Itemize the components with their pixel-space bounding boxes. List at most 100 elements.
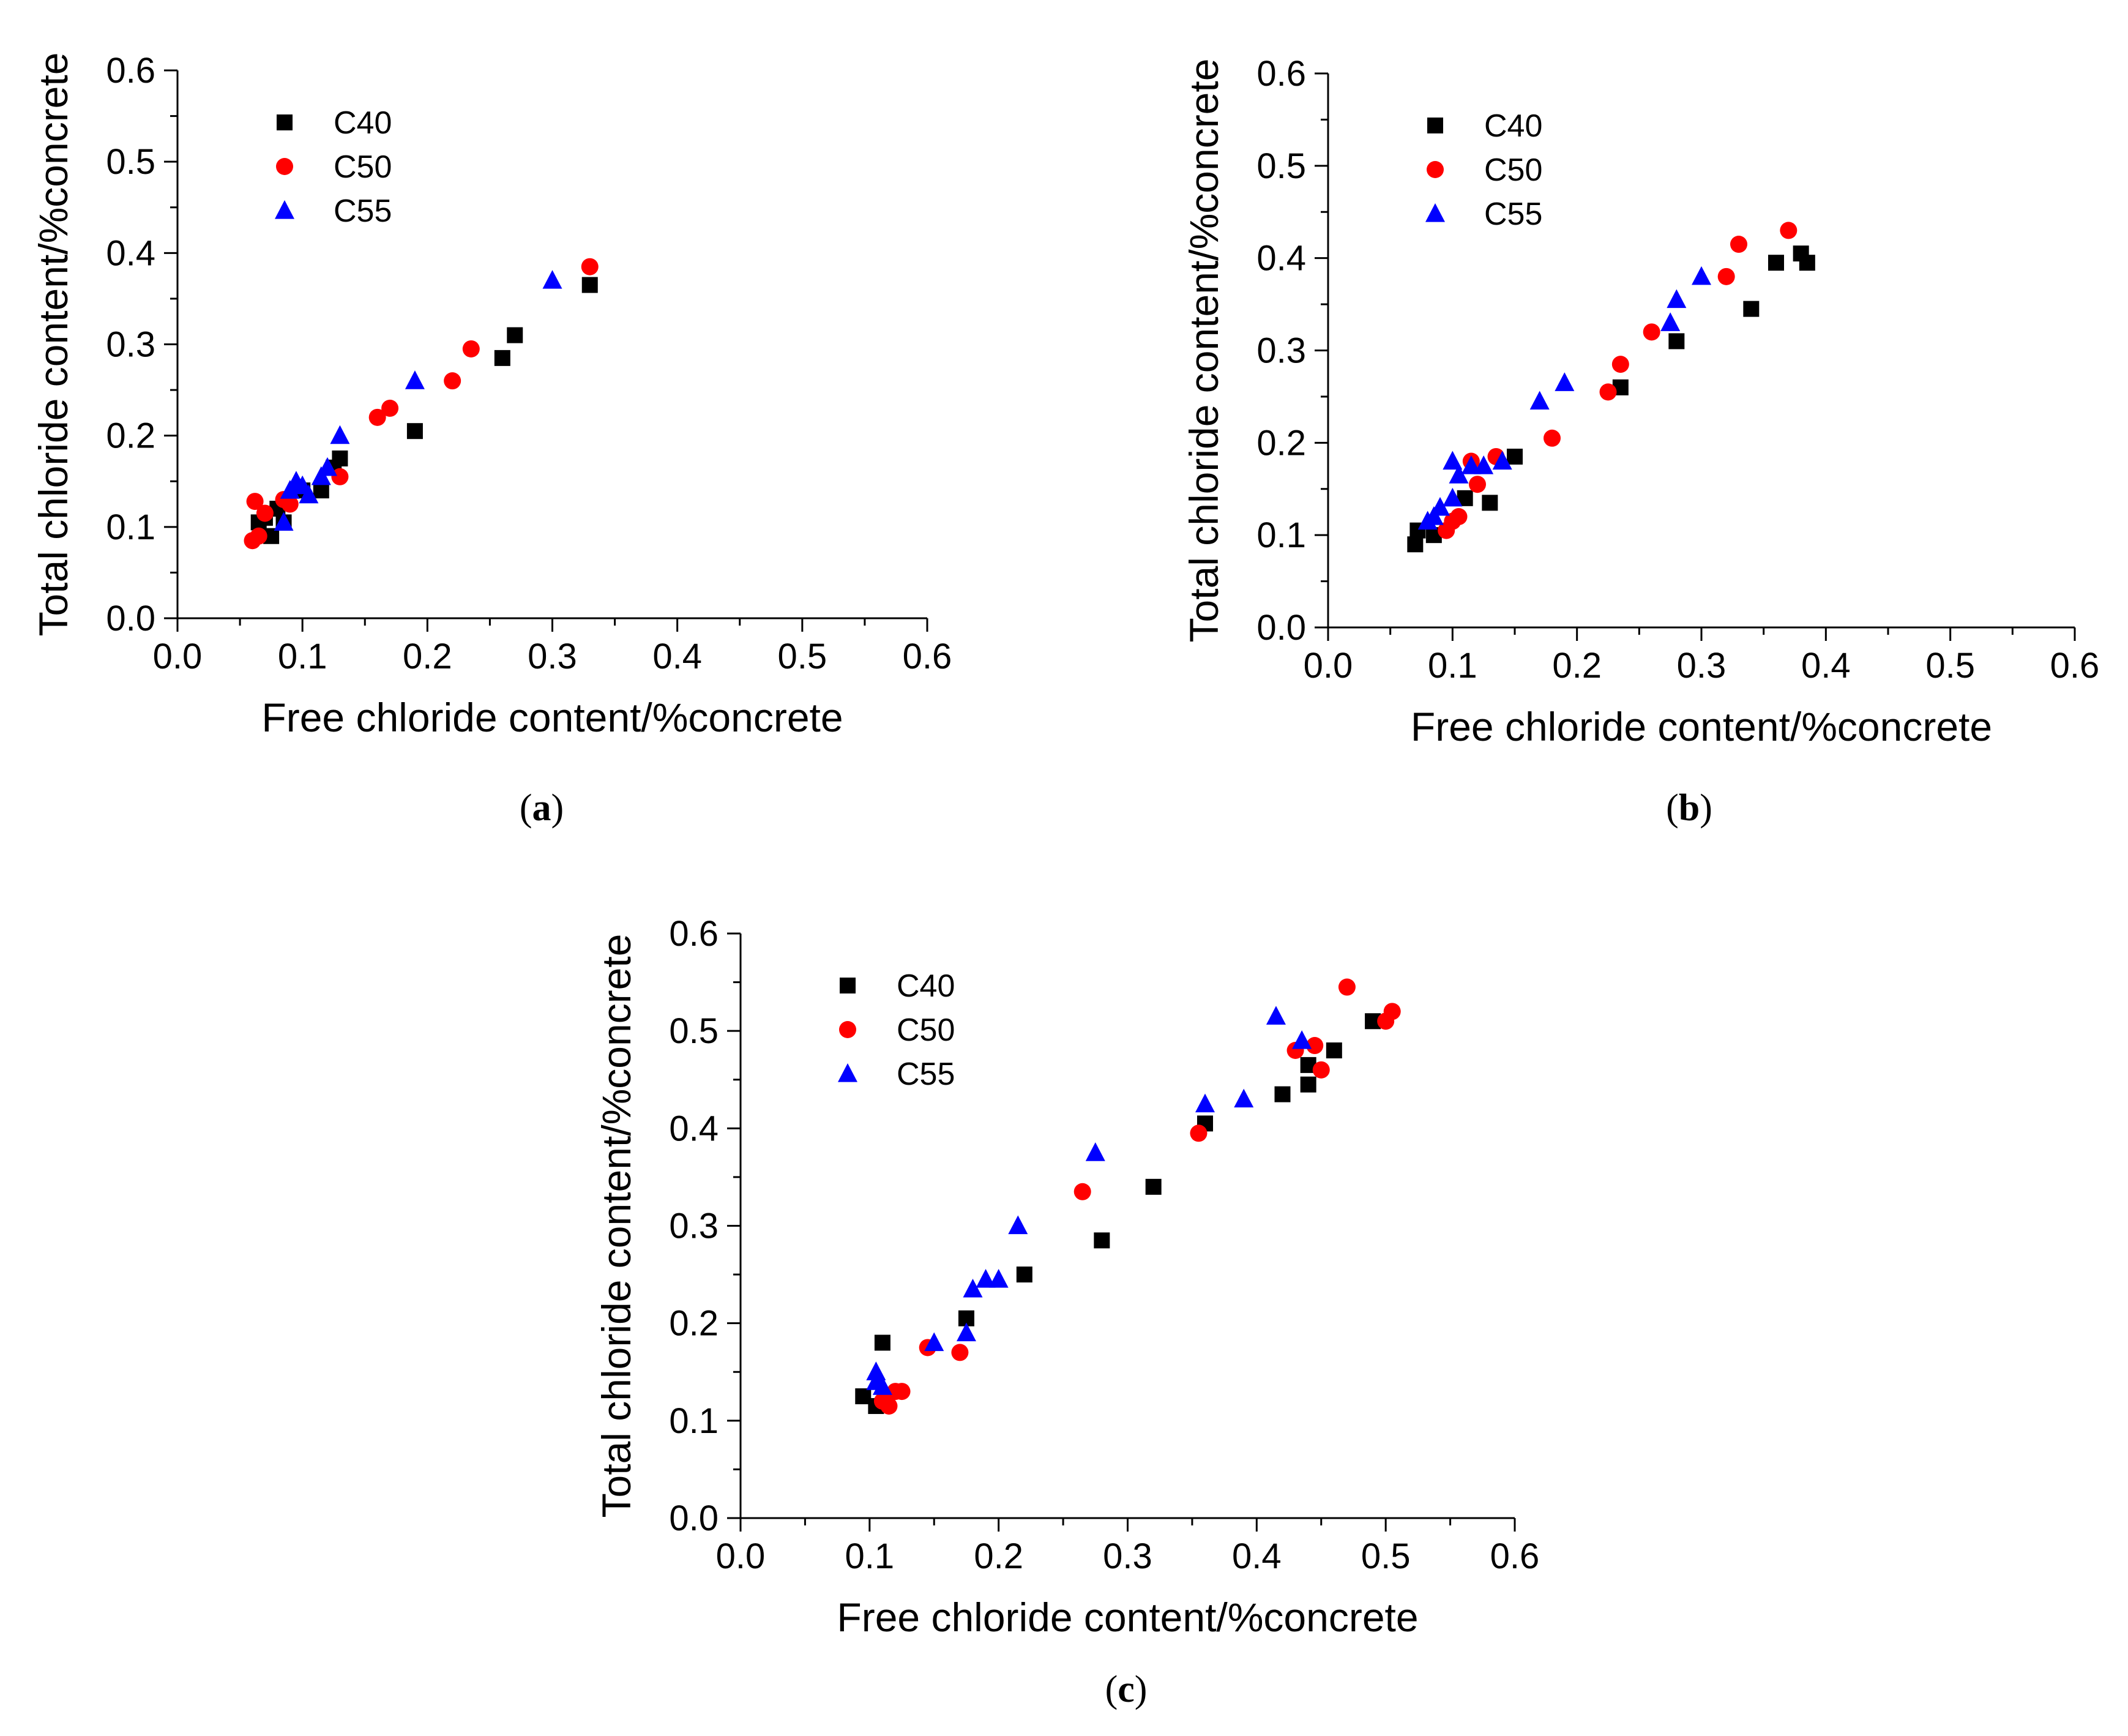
data-point-C40 [1799, 255, 1815, 271]
series-C55 [274, 270, 562, 531]
y-tick-label: 0.3 [106, 325, 155, 365]
data-point-C55 [1195, 1093, 1215, 1113]
y-tick-label: 0.1 [1256, 515, 1306, 555]
data-point-C55 [1234, 1088, 1254, 1108]
legend-marker-C40 [1427, 118, 1443, 133]
y-tick-label: 0.4 [106, 233, 155, 273]
y-tick-label: 0.4 [669, 1109, 719, 1148]
data-point-C55 [976, 1269, 996, 1288]
x-tick-label: 0.2 [1552, 646, 1602, 686]
data-point-C50 [1383, 1003, 1401, 1020]
data-point-C50 [1730, 236, 1747, 253]
data-point-C40 [1668, 333, 1685, 350]
y-tick-label: 0.6 [1256, 54, 1306, 94]
legend-marker-C50 [839, 1021, 856, 1038]
data-point-C50 [256, 504, 274, 522]
data-point-C55 [1008, 1215, 1028, 1235]
y-tick-label: 0.1 [106, 507, 155, 547]
data-point-C55 [299, 484, 319, 504]
data-point-C50 [1312, 1061, 1330, 1079]
y-tick-label: 0.5 [1256, 146, 1306, 186]
data-point-C55 [872, 1376, 892, 1395]
x-tick-label: 0.4 [1801, 646, 1851, 686]
data-point-C55 [1660, 312, 1681, 331]
data-point-C55 [1292, 1030, 1312, 1049]
legend-label-C40: C40 [1484, 108, 1542, 144]
data-point-C55 [1667, 289, 1687, 309]
data-point-C55 [274, 512, 294, 531]
x-axis-title: Free chloride content/%concrete [837, 1595, 1418, 1640]
data-point-C55 [866, 1361, 886, 1380]
data-point-C40 [1507, 448, 1523, 465]
data-point-C55 [542, 270, 562, 289]
y-tick-label: 0.0 [1256, 608, 1306, 648]
data-point-C40 [1016, 1266, 1032, 1283]
series-C55 [866, 1006, 1312, 1395]
data-point-C50 [1450, 508, 1468, 525]
data-point-C50 [381, 399, 399, 417]
data-point-C55 [956, 1322, 976, 1342]
data-point-C55 [1430, 496, 1450, 516]
legend-label-C55: C55 [1484, 196, 1542, 232]
data-point-C50 [1717, 268, 1735, 285]
data-point-C50 [331, 468, 349, 485]
y-tick-label: 0.0 [106, 599, 155, 638]
data-point-C55 [1449, 465, 1469, 484]
legend-marker-C55 [838, 1063, 857, 1082]
legend-marker-C50 [276, 158, 293, 175]
x-tick-label: 0.3 [1103, 1536, 1152, 1576]
data-point-C55 [1461, 455, 1481, 474]
x-tick-label: 0.6 [903, 637, 952, 676]
data-point-C50 [1643, 323, 1660, 341]
data-point-C40 [507, 327, 523, 343]
data-point-C50 [1469, 476, 1486, 493]
data-point-C40 [332, 450, 348, 466]
data-point-C55 [924, 1332, 944, 1352]
data-point-C55 [1474, 455, 1494, 474]
panel-label: (a) [520, 787, 564, 829]
y-tick-label: 0.1 [669, 1401, 719, 1441]
data-point-C40 [1407, 536, 1424, 553]
data-point-C50 [1611, 356, 1629, 373]
data-point-C50 [1306, 1037, 1324, 1055]
data-point-C55 [330, 425, 350, 444]
data-point-C40 [1145, 1178, 1162, 1195]
x-tick-label: 0.5 [1925, 646, 1975, 686]
y-tick-label: 0.3 [1256, 331, 1306, 371]
x-tick-label: 0.4 [1232, 1536, 1282, 1576]
data-point-C50 [1338, 978, 1356, 996]
data-point-C40 [581, 277, 598, 293]
y-axis-title: Total chloride content/%concrete [594, 934, 639, 1518]
chart-panel-b: 0.0 0.1 0.2 0.3 0.4 0.5 0.6 0.0 0.1 0.2 0.3 0.4 0.5 0… [1181, 54, 2099, 829]
data-point-C55 [1443, 451, 1463, 470]
data-point-C40 [406, 423, 423, 440]
y-tick-label: 0.5 [106, 142, 155, 182]
legend-marker-C50 [1427, 161, 1444, 178]
data-point-C40 [1482, 495, 1498, 511]
data-point-C50 [1190, 1124, 1208, 1142]
legend-label-C40: C40 [897, 968, 955, 1004]
x-tick-label: 0.6 [1490, 1536, 1540, 1576]
x-tick-label: 0.4 [652, 637, 702, 676]
series-C40 [250, 277, 598, 544]
y-tick-label: 0.6 [106, 51, 155, 91]
data-point-C50 [893, 1383, 911, 1401]
data-point-C40 [1743, 301, 1760, 317]
data-point-C40 [1300, 1076, 1316, 1093]
x-axis-title: Free chloride content/%concrete [261, 695, 843, 740]
data-point-C55 [1443, 487, 1463, 507]
legend-label-C50: C50 [334, 149, 392, 185]
chart-panel-a: 0.0 0.1 0.2 0.3 0.4 0.5 0.6 0.0 0.1 0.2 0.3 0.4 0.5 0… [31, 51, 952, 829]
data-point-C50 [1544, 429, 1561, 447]
x-tick-label: 0.0 [1304, 646, 1353, 686]
legend-marker-C55 [275, 200, 294, 219]
data-point-C55 [1085, 1142, 1105, 1161]
x-tick-label: 0.5 [778, 637, 827, 676]
x-tick-label: 0.1 [1428, 646, 1477, 686]
legend-label-C55: C55 [334, 193, 392, 229]
y-tick-label: 0.5 [669, 1011, 719, 1051]
x-tick-label: 0.1 [278, 637, 327, 676]
x-tick-label: 0.2 [974, 1536, 1023, 1576]
y-tick-label: 0.2 [1256, 423, 1306, 463]
panel-label: (b) [1666, 787, 1712, 829]
